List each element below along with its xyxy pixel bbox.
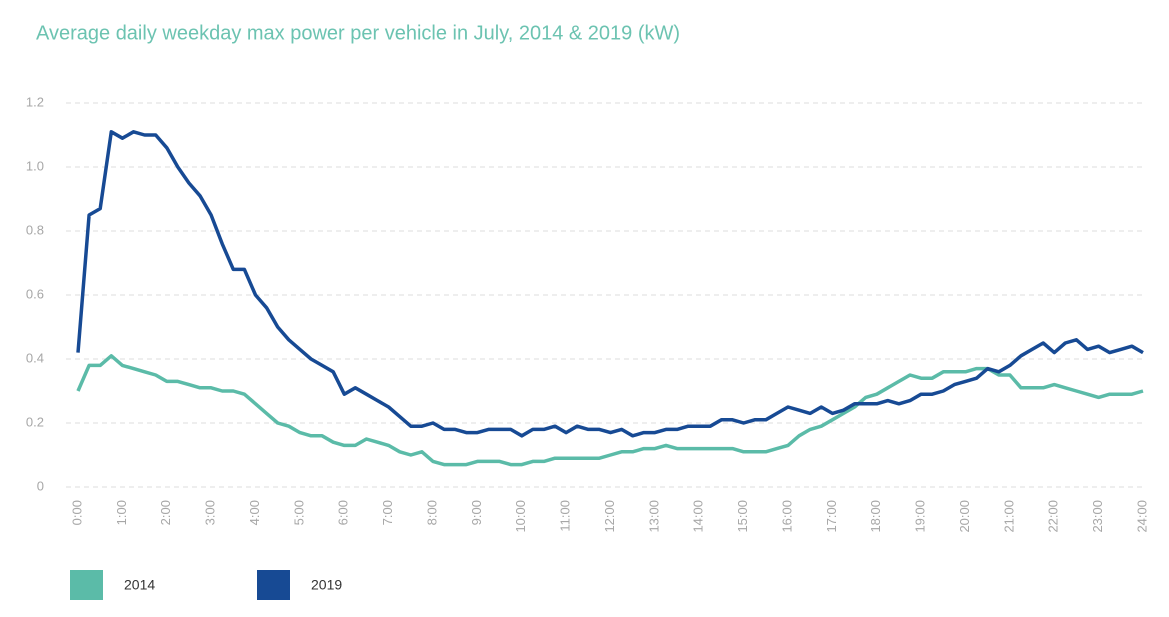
x-tick-label: 1:00 (114, 500, 129, 525)
x-tick-label: 24:00 (1134, 500, 1149, 533)
x-tick-label: 15:00 (735, 500, 750, 533)
series-line (76, 130, 1144, 438)
legend-label: 2019 (311, 577, 342, 593)
y-tick-label: 0 (37, 478, 44, 493)
x-tick-label: 19:00 (913, 500, 928, 533)
y-tick-label: 0.4 (26, 350, 44, 365)
x-tick-label: 12:00 (602, 500, 617, 533)
x-tick-label: 23:00 (1090, 500, 1105, 533)
series-line (76, 354, 1144, 467)
legend-swatch (70, 570, 103, 600)
x-tick-label: 9:00 (469, 500, 484, 525)
legend-label: 2014 (124, 577, 155, 593)
x-tick-label: 22:00 (1046, 500, 1061, 533)
x-tick-label: 10:00 (513, 500, 528, 533)
y-tick-label: 0.8 (26, 222, 44, 237)
x-tick-label: 7:00 (380, 500, 395, 525)
x-tick-label: 11:00 (558, 500, 573, 532)
x-tick-label: 16:00 (779, 500, 794, 533)
y-tick-label: 1.2 (26, 94, 44, 109)
x-tick-label: 20:00 (957, 500, 972, 533)
y-tick-label: 0.2 (26, 414, 44, 429)
y-tick-label: 1.0 (26, 158, 44, 173)
x-tick-label: 5:00 (291, 500, 306, 525)
x-tick-label: 17:00 (824, 500, 839, 533)
x-tick-label: 18:00 (868, 500, 883, 533)
x-tick-label: 21:00 (1001, 500, 1016, 533)
x-tick-label: 6:00 (336, 500, 351, 525)
x-tick-label: 0:00 (69, 500, 84, 525)
legend-swatch (257, 570, 290, 600)
x-tick-label: 14:00 (691, 500, 706, 533)
x-tick-label: 3:00 (203, 500, 218, 525)
x-tick-label: 13:00 (646, 500, 661, 533)
x-tick-label: 2:00 (158, 500, 173, 525)
x-tick-label: 8:00 (424, 500, 439, 525)
x-tick-label: 4:00 (247, 500, 262, 525)
y-tick-label: 0.6 (26, 286, 44, 301)
chart-title: Average daily weekday max power per vehi… (36, 22, 680, 44)
